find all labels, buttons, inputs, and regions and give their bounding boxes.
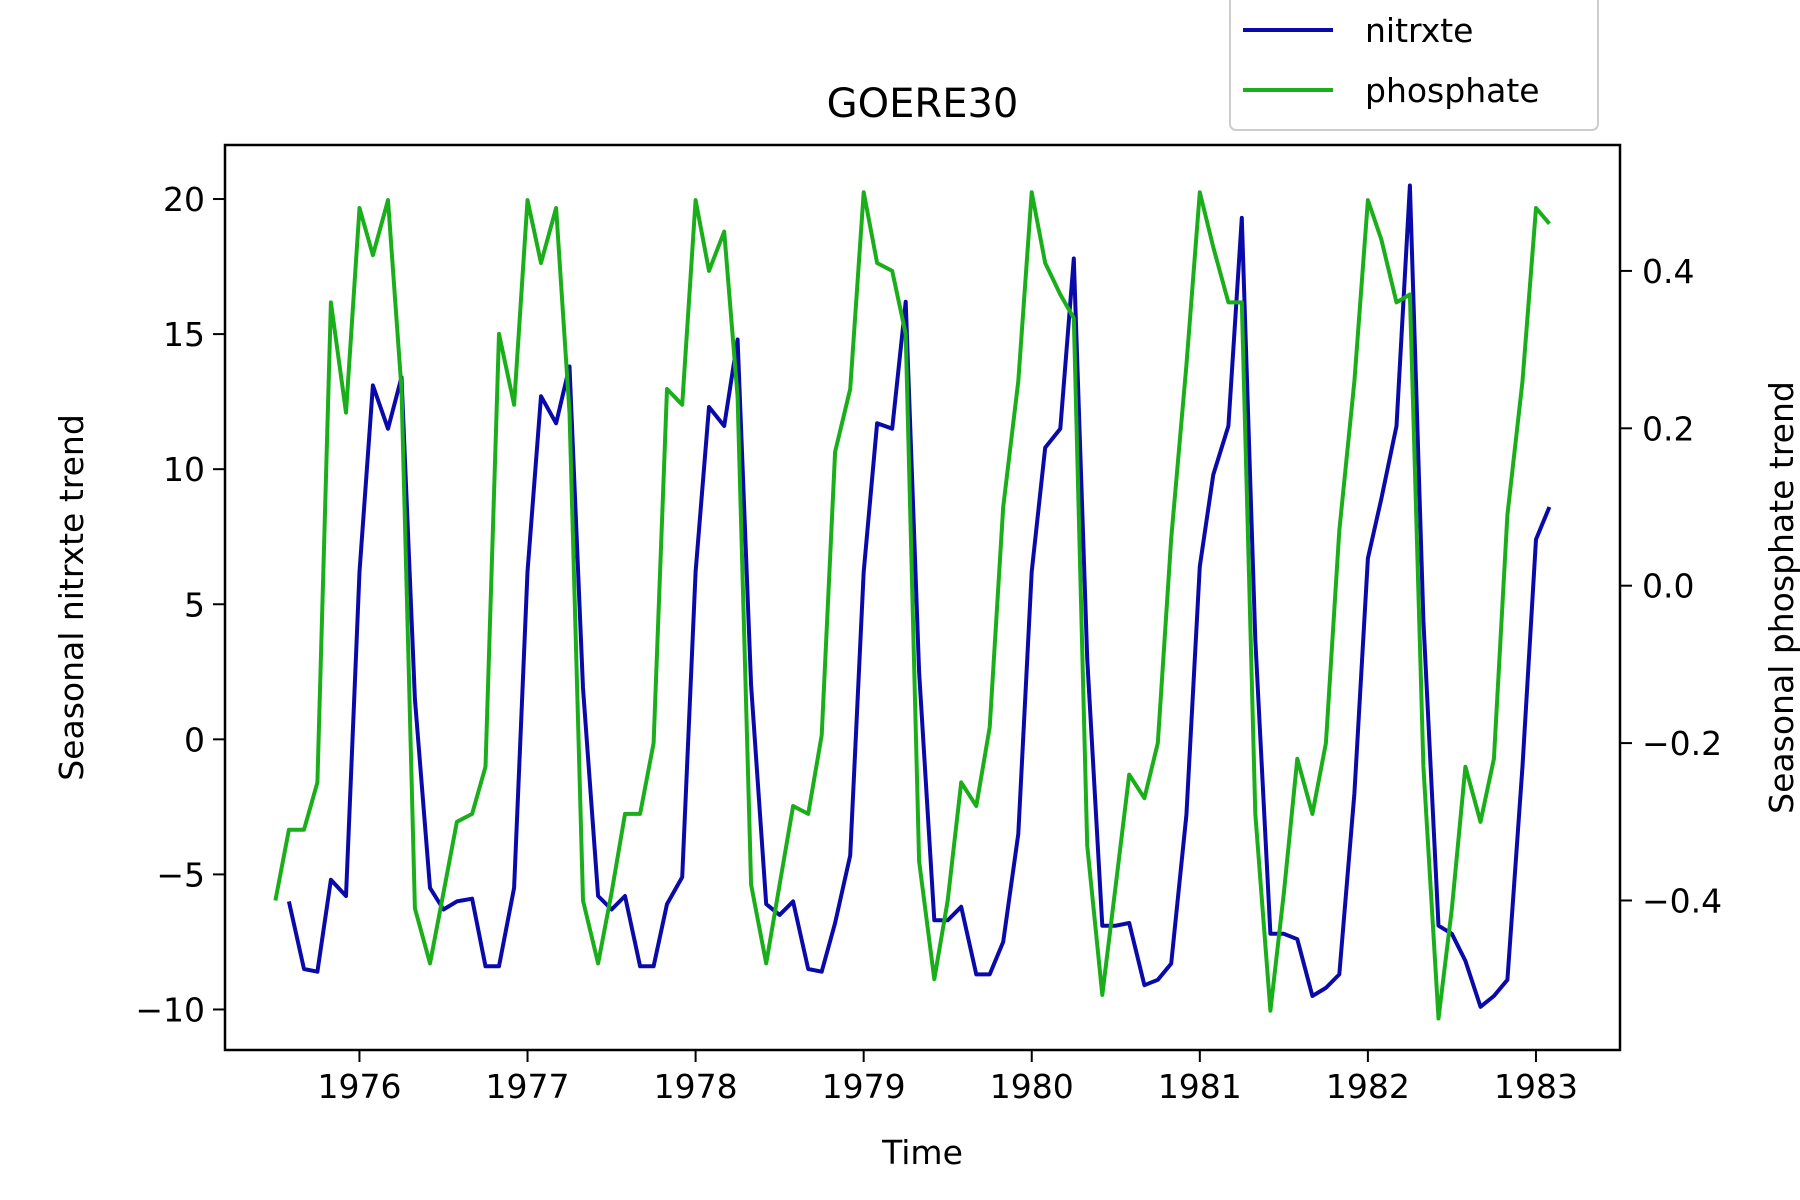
y-tick-label-left: 15 — [163, 315, 205, 354]
y-axis-right: −0.4 −0.2 0.0 0.2 0.4 — [1620, 252, 1722, 920]
legend-label-nitrxte: nitrxte — [1365, 11, 1473, 50]
y-axis-title-right: Seasonal phosphate trend — [1762, 381, 1800, 814]
y-tick-label-right: 0.4 — [1642, 252, 1694, 291]
chart-title: GOERE30 — [827, 81, 1019, 127]
y-tick-label-left: 20 — [163, 180, 205, 219]
legend-label-phosphate: phosphate — [1365, 71, 1540, 110]
x-axis-title: Time — [881, 1133, 963, 1172]
x-tick-label: 1976 — [317, 1067, 401, 1106]
x-tick-label: 1981 — [1158, 1067, 1242, 1106]
y-axis-left: −10 −5 0 5 10 15 20 — [135, 180, 225, 1029]
y-axis-title-left: Seasonal nitrxte trend — [52, 414, 91, 781]
x-tick-label: 1983 — [1494, 1067, 1578, 1106]
y-tick-label-right: 0.2 — [1642, 409, 1694, 448]
plot-frame — [223, 143, 1622, 1052]
series-line-nitrxte — [286, 183, 1552, 1009]
y-tick-label-right: −0.2 — [1642, 724, 1722, 763]
legend-box — [1229, 0, 1599, 131]
plot-lines — [273, 183, 1552, 1021]
y-tick-label-left: 0 — [184, 720, 205, 759]
x-tick-label: 1978 — [654, 1067, 738, 1106]
y-tick-label-left: −10 — [135, 990, 205, 1029]
y-tick-label-left: 10 — [163, 450, 205, 489]
y-tick-label-right: −0.4 — [1642, 881, 1722, 920]
y-tick-label-left: 5 — [184, 585, 205, 624]
x-tick-label: 1977 — [486, 1067, 570, 1106]
x-tick-label: 1982 — [1326, 1067, 1410, 1106]
y-tick-label-right: 0.0 — [1642, 567, 1694, 606]
y-tick-label-left: −5 — [156, 855, 205, 894]
x-tick-label: 1979 — [822, 1067, 906, 1106]
x-axis: 1976 1977 1978 1979 1980 1981 1982 1983 — [317, 1050, 1578, 1106]
series-line-phosphate — [273, 190, 1551, 1021]
x-tick-label: 1980 — [990, 1067, 1074, 1106]
legend: nitrxte phosphate — [1229, 0, 1599, 131]
